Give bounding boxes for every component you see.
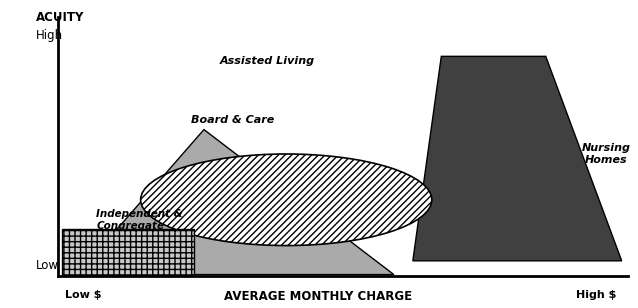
Ellipse shape [140,154,432,245]
Text: High $: High $ [576,290,616,300]
Text: Low $: Low $ [66,290,102,300]
Text: Low: Low [36,259,59,272]
Text: ACUITY: ACUITY [36,10,85,23]
Text: Assisted Living: Assisted Living [219,56,315,66]
Text: Board & Care: Board & Care [191,116,274,125]
Polygon shape [77,130,394,274]
Text: AVERAGE MONTHLY CHARGE: AVERAGE MONTHLY CHARGE [224,290,412,303]
Text: High: High [36,29,63,42]
Text: Nursing
Homes: Nursing Homes [581,143,630,165]
Polygon shape [413,56,621,261]
Text: Independent &
Congregate: Independent & Congregate [96,209,183,231]
Bar [61,229,195,274]
